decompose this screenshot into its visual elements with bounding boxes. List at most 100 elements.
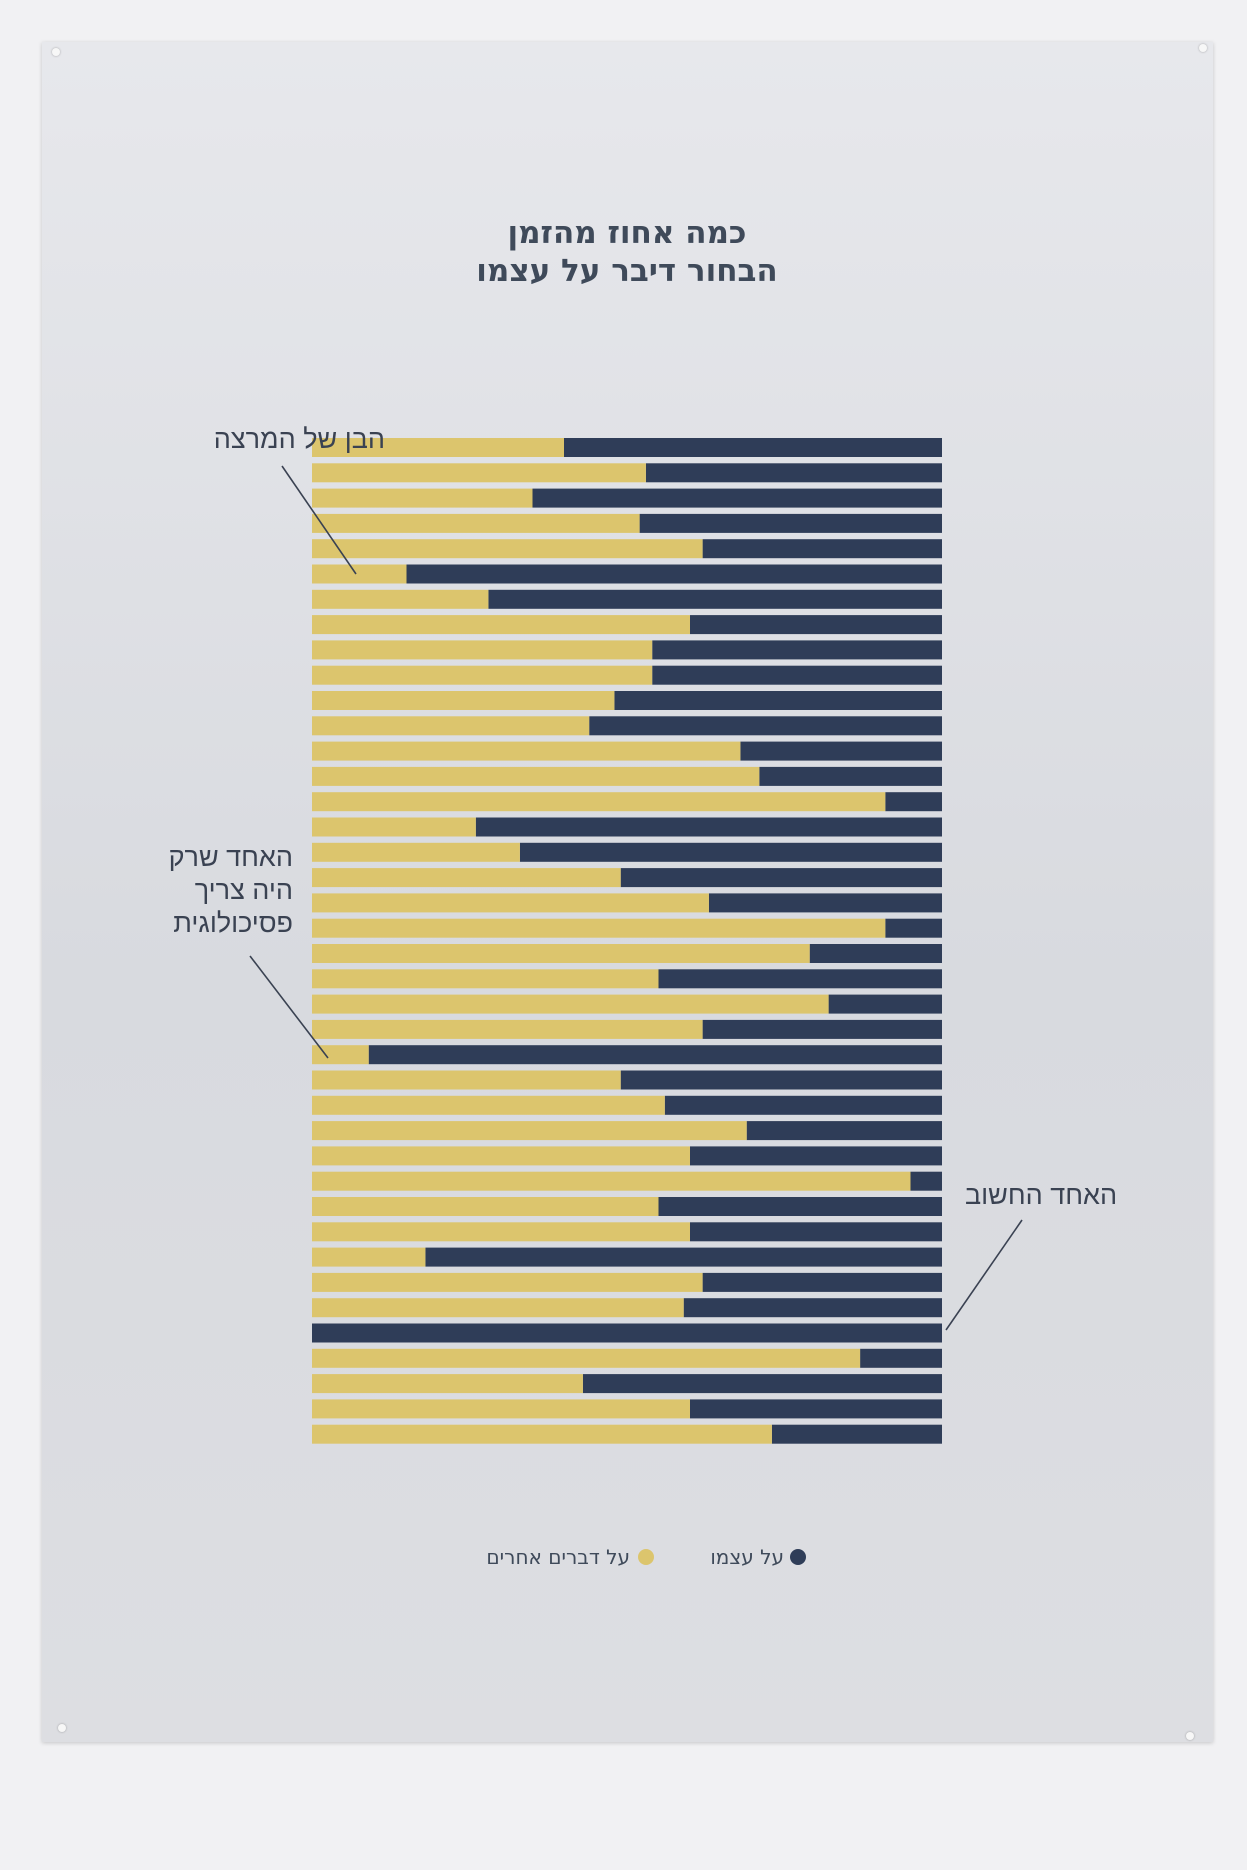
chart-title-line: כמה אחוז מהזמן [507, 215, 746, 251]
bar-self-segment [488, 589, 942, 609]
bar-self-segment [620, 1070, 942, 1090]
bar-other-segment [312, 969, 659, 989]
bar-self-segment [475, 817, 942, 837]
bar-other-segment [312, 817, 476, 837]
bar-other-segment [312, 766, 760, 786]
bar-other-segment [312, 1019, 703, 1039]
bar-other-segment [312, 792, 886, 812]
bar-other-segment [312, 1095, 665, 1115]
annotation-text: הבן של המרצה [214, 424, 385, 454]
bar-other-segment [312, 1348, 861, 1368]
bar-other-segment [312, 1045, 369, 1065]
annotation-leader-line [945, 1219, 1023, 1331]
bar-self-segment [658, 1197, 942, 1216]
bar-other-segment [312, 893, 709, 913]
bars [312, 438, 942, 1444]
legend-label-self: על עצמו [710, 1545, 784, 1569]
bar-self-segment [564, 438, 942, 457]
bar-other-segment [312, 1197, 659, 1216]
bar-other-segment [312, 589, 489, 609]
pin-top-left [52, 48, 60, 56]
bar-other-segment [312, 564, 407, 584]
pin-bottom-left [58, 1724, 66, 1732]
bar-self-segment [620, 868, 942, 888]
bar-other-segment [312, 1222, 690, 1242]
pin-top-right [1199, 44, 1207, 52]
bar-self-segment [771, 1424, 942, 1444]
bar-other-segment [312, 994, 829, 1014]
bar-other-segment [312, 488, 533, 508]
bar-self-segment [860, 1348, 942, 1368]
annotation-leader-line [281, 465, 357, 575]
annotation-text: האחד שרק [169, 842, 293, 872]
annotation-text: האחד החשוב [965, 1180, 1117, 1210]
bar-self-segment [652, 640, 942, 660]
bar-other-segment [312, 1272, 703, 1292]
bar-self-segment [759, 766, 942, 786]
bar-other-segment [312, 665, 653, 685]
bar-other-segment [312, 741, 741, 761]
bar-self-segment [614, 691, 942, 710]
bar-other-segment [312, 615, 690, 635]
bar-other-segment [312, 918, 886, 938]
bar-other-segment [312, 944, 810, 963]
bar-other-segment [312, 438, 564, 457]
bar-other-segment [312, 539, 703, 559]
bar-self-segment [740, 741, 942, 761]
legend-marker-self [790, 1549, 806, 1565]
bar-self-segment [885, 792, 942, 812]
bar-self-segment [690, 1146, 942, 1166]
bar-self-segment [708, 893, 942, 913]
bar-other-segment [312, 1399, 690, 1419]
bar-self-segment [690, 1222, 942, 1242]
bar-other-segment [312, 716, 590, 736]
legend: על עצמו על דברים אחרים [486, 1545, 806, 1569]
bar-self-segment [652, 665, 942, 685]
bar-self-segment [828, 994, 942, 1014]
bar-other-segment [312, 842, 520, 862]
bar-self-segment [368, 1045, 942, 1065]
bar-other-segment [312, 640, 653, 660]
bar-other-segment [312, 1298, 684, 1318]
bar-other-segment [312, 513, 640, 533]
bar-other-segment [312, 463, 646, 483]
annotation-leader-line [249, 955, 329, 1059]
bar-self-segment [702, 1019, 942, 1039]
bar-self-segment [582, 1374, 942, 1394]
bar-self-segment [312, 1323, 942, 1343]
bar-self-segment [809, 944, 942, 963]
bar-other-segment [312, 868, 621, 888]
bar-other-segment [312, 1121, 747, 1141]
poster-sheet [42, 42, 1213, 1742]
bar-self-segment [910, 1171, 942, 1191]
bar-self-segment [702, 539, 942, 559]
bar-other-segment [312, 1146, 690, 1166]
bar-other-segment [312, 1070, 621, 1090]
bar-other-segment [312, 1171, 911, 1191]
bar-self-segment [645, 463, 942, 483]
bar-self-segment [746, 1121, 942, 1141]
bar-self-segment [683, 1298, 942, 1318]
bar-self-segment [406, 564, 942, 584]
legend-marker-other [638, 1549, 654, 1565]
bar-self-segment [690, 615, 942, 635]
bar-self-segment [658, 969, 942, 989]
bar-other-segment [312, 1374, 583, 1394]
bar-self-segment [664, 1095, 942, 1115]
annotation-text: היה צריך [195, 875, 293, 905]
bar-self-segment [690, 1399, 942, 1419]
annotation-text: פסיכולוגית [173, 908, 293, 938]
bar-self-segment [532, 488, 942, 508]
pin-bottom-right [1186, 1732, 1194, 1740]
bar-other-segment [312, 1424, 772, 1444]
bar-other-segment [312, 1247, 426, 1267]
bar-self-segment [885, 918, 942, 938]
bar-self-segment [425, 1247, 942, 1267]
bar-other-segment [312, 691, 615, 710]
bar-self-segment [702, 1272, 942, 1292]
bar-self-segment [519, 842, 942, 862]
legend-label-other: על דברים אחרים [486, 1545, 630, 1569]
